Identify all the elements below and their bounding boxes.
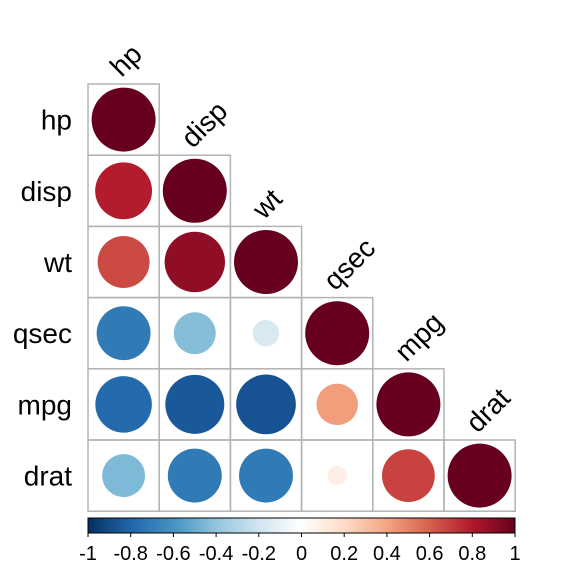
corr-circle-drat-hp [102, 454, 146, 498]
corr-circle-mpg-qsec [316, 383, 358, 426]
corr-circle-drat-disp [167, 448, 222, 503]
corr-circle-qsec-qsec [305, 301, 370, 366]
row-label-disp: disp [21, 176, 72, 207]
row-label-drat: drat [24, 461, 72, 492]
col-label-mpg: mpg [389, 307, 449, 367]
colorbar-tick-label: 0 [296, 543, 307, 565]
corr-circle-drat-wt [239, 448, 293, 503]
colorbar-tick-label: 0.2 [330, 543, 358, 565]
colorbar-tick-label: 1 [509, 543, 520, 565]
corr-circle-drat-mpg [382, 449, 435, 502]
col-label-drat: drat [460, 382, 516, 438]
col-label-qsec: qsec [318, 232, 382, 296]
corr-circle-drat-qsec [327, 466, 347, 486]
corr-circle-disp-disp [162, 158, 227, 223]
row-label-mpg: mpg [18, 389, 72, 420]
corr-circle-mpg-mpg [376, 372, 441, 437]
corr-circle-qsec-wt [252, 320, 280, 347]
colorbar-tick-label: 0.4 [373, 543, 401, 565]
colorbar [87, 517, 516, 534]
corr-circle-drat-drat [447, 443, 512, 508]
colorbar-tick-label: -0.6 [156, 543, 190, 565]
colorbar-ticks: -1 -0.8 -0.6 -0.4 -0.2 0 0.2 0.4 0.6 0.8 1 [79, 533, 521, 565]
corr-circle-wt-hp [97, 236, 150, 288]
col-label-hp: hp [104, 38, 148, 82]
colorbar-tick-label: -0.8 [113, 543, 147, 565]
corr-circle-qsec-hp [96, 306, 151, 361]
corr-circle-wt-wt [234, 230, 298, 294]
corr-circle-mpg-hp [95, 376, 152, 433]
corr-circle-qsec-disp [173, 312, 216, 355]
colorbar-gradient [87, 517, 516, 534]
colorbar-tick-label: 0.6 [416, 543, 444, 565]
row-label-hp: hp [41, 105, 72, 136]
cells-layer [87, 83, 516, 512]
row-label-wt: wt [43, 247, 72, 278]
col-label-disp: disp [175, 95, 233, 153]
row-labels: hp disp wt qsec mpg drat [13, 105, 72, 492]
colorbar-tick-label: -0.2 [242, 543, 276, 565]
corr-circle-disp-hp [95, 162, 153, 220]
colorbar-tick-label: -0.4 [199, 543, 233, 565]
corr-circle-wt-disp [164, 231, 225, 293]
colorbar-tick-label: -1 [79, 543, 97, 565]
row-label-qsec: qsec [13, 318, 72, 349]
corr-circle-mpg-wt [236, 374, 296, 435]
corr-circle-hp-hp [91, 87, 156, 152]
corr-circle-mpg-disp [165, 374, 225, 434]
colorbar-tick-label: 0.8 [458, 543, 486, 565]
cell-drat-drat [443, 439, 516, 512]
col-label-wt: wt [246, 183, 289, 226]
